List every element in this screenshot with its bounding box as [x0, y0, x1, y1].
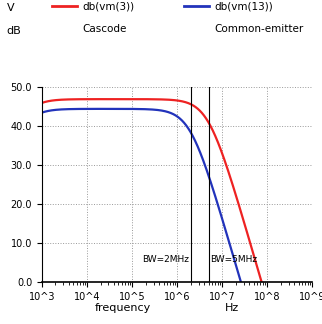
- Text: db(vm(3)): db(vm(3)): [82, 2, 134, 11]
- Text: frequency: frequency: [94, 303, 150, 313]
- Text: Common-emitter: Common-emitter: [214, 24, 303, 34]
- Text: dB: dB: [6, 26, 21, 36]
- Text: Cascode: Cascode: [82, 24, 127, 34]
- Text: db(vm(13)): db(vm(13)): [214, 2, 273, 11]
- Text: BW=5MHz: BW=5MHz: [210, 255, 257, 264]
- Text: Hz: Hz: [225, 303, 239, 313]
- Text: V: V: [6, 3, 14, 13]
- Text: BW=2MHz: BW=2MHz: [142, 255, 189, 264]
